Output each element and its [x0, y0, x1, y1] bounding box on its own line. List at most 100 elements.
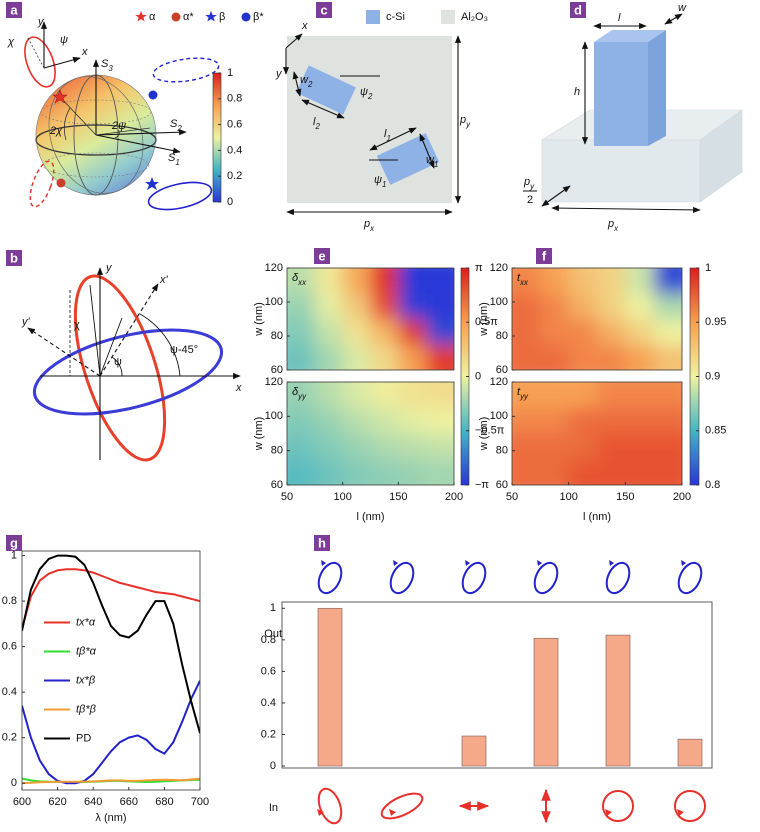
input-state	[674, 790, 706, 822]
heatmap-cell	[342, 319, 371, 345]
unit-cell-top	[282, 10, 462, 216]
series-line	[22, 777, 200, 785]
heatmap-cell	[287, 344, 316, 370]
dimension-label-main: p	[363, 218, 370, 230]
heatmap-cell	[370, 344, 399, 370]
colorbar-tick-label: −π	[475, 479, 489, 491]
heatmap-cell	[625, 407, 655, 434]
input-arrow	[677, 809, 684, 816]
y-tick-label: 100	[490, 296, 508, 308]
heatmap-cell	[597, 459, 626, 485]
bar	[677, 738, 703, 767]
axis-label-main: S	[170, 118, 178, 130]
heatmap-cell	[342, 293, 371, 320]
angle-label: ψ	[114, 356, 122, 368]
legend-label: α*	[183, 11, 194, 23]
y-tick-label: 0.4	[261, 697, 276, 709]
x-tick-label: 100	[559, 491, 577, 503]
y-tick-label: 120	[265, 262, 283, 274]
panel-label-box	[536, 248, 552, 264]
panel-label: g	[10, 535, 18, 550]
heatmap-cell	[314, 433, 344, 460]
heatmap-cell	[287, 407, 316, 434]
heatmap-cell	[342, 382, 371, 409]
y-tick-label: 0.2	[261, 728, 276, 740]
y-tick-label: 120	[265, 376, 283, 388]
heatmap-cell	[342, 407, 371, 434]
heatmap-cell	[540, 459, 570, 485]
heatmap-cell	[314, 382, 344, 409]
heatmap-cell	[568, 382, 598, 409]
y-tick-label: 0	[11, 777, 17, 789]
dimension-label-sub: 2	[314, 122, 320, 131]
heatmap-cell	[568, 459, 598, 485]
series-line	[22, 680, 200, 785]
heatmap-cell	[653, 344, 682, 370]
heatmap-cell	[314, 407, 344, 434]
y-tick-label: 120	[490, 262, 508, 274]
heatmap	[287, 268, 454, 370]
axis-label: S2	[170, 118, 182, 133]
dimension-label-sub: 1	[382, 180, 386, 189]
output-state	[461, 561, 487, 595]
dimension-label-sub: 1	[434, 160, 438, 169]
bar	[461, 735, 487, 767]
heatmap-cell	[625, 382, 655, 409]
y-tick-label: 100	[265, 296, 283, 308]
heatmap-cell	[314, 293, 344, 320]
dimension-label: w2	[300, 74, 313, 89]
colorbar-tick-label: 0.85	[705, 425, 726, 437]
map-label-sub: xx	[519, 278, 529, 287]
dimension-label-sub: x	[369, 224, 375, 233]
heatmap-cell	[568, 268, 598, 294]
dimension-label: py	[523, 176, 535, 191]
dimension-label: w1	[426, 154, 438, 169]
output-arrow	[609, 560, 614, 566]
y-tick-label: 60	[496, 364, 508, 376]
panel-label: f	[542, 248, 547, 263]
map-label-main: δ	[292, 272, 299, 284]
dimension-label: l	[618, 12, 621, 24]
heatmap-cell	[398, 344, 427, 370]
heatmap-cell	[597, 293, 626, 320]
dimension-label-main: p	[459, 114, 466, 126]
map-label-sub: xx	[297, 278, 307, 287]
heatmap-cell	[370, 293, 399, 320]
heatmap-cell	[568, 319, 598, 345]
heatmap-cell	[314, 319, 344, 345]
heatmap-cell	[597, 382, 626, 409]
dimension-label-sub: 1	[386, 134, 390, 143]
dimension-label-main: p	[523, 176, 530, 188]
heatmap-cell	[597, 433, 626, 460]
dimension-label: ψ1	[374, 174, 386, 189]
axis-label-sub: 1	[175, 158, 179, 167]
heatmap-cells	[512, 382, 682, 485]
heatmap-cell	[370, 433, 399, 460]
frame-label: y	[37, 16, 45, 28]
dimension-label: l2	[313, 116, 320, 131]
panel-label: e	[318, 248, 325, 263]
heatmap-cell	[426, 344, 454, 370]
heatmap-cell	[398, 459, 427, 485]
x-tick-label: 200	[673, 491, 691, 503]
plot-frame	[281, 601, 713, 769]
axis-label: y'	[21, 316, 31, 328]
heatmap-cell	[426, 382, 454, 409]
heatmap-cell	[540, 344, 570, 370]
output-arrow	[681, 560, 686, 566]
panel-label-box	[314, 248, 330, 264]
colorbar-tick-label: 0.2	[227, 170, 242, 182]
bar	[533, 637, 559, 767]
heatmap-cell	[540, 382, 570, 409]
colorbar-tick-label: 0	[475, 370, 481, 382]
x-tick-label: 640	[84, 796, 102, 808]
heatmap-cell	[370, 268, 399, 294]
dimension-label-main: w	[300, 74, 309, 86]
plot-frame	[511, 267, 683, 371]
input-arrow	[317, 809, 324, 816]
legend-label: Al₂O₃	[461, 11, 488, 23]
heatmap-cell	[653, 407, 682, 434]
angle-label: 2χ	[49, 125, 63, 137]
